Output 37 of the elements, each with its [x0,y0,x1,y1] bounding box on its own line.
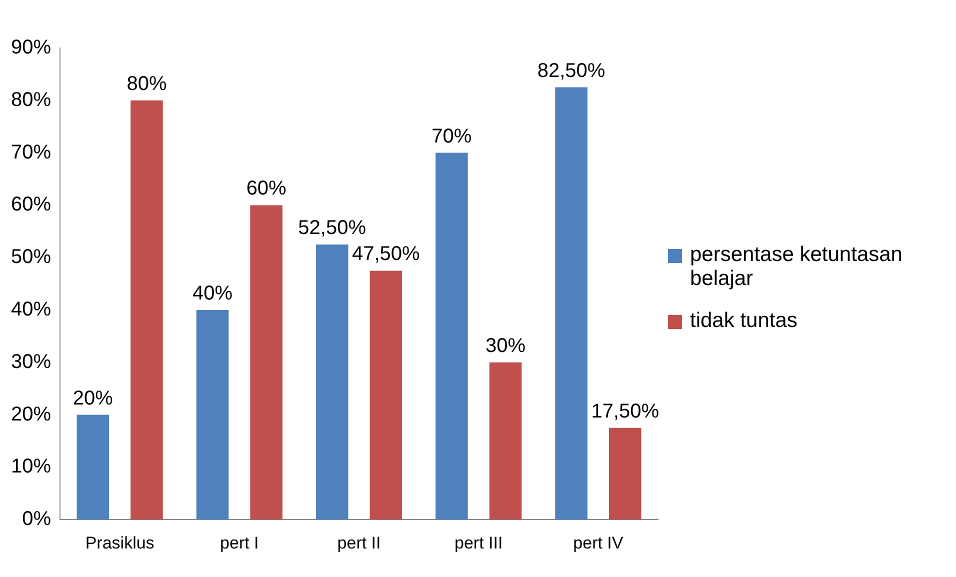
y-tick-label: 10% [11,456,52,478]
x-tick-label: pert I [220,533,259,552]
y-tick-label: 80% [11,88,52,111]
data-label: 82,50% [537,60,606,82]
data-label: 30% [486,334,526,357]
data-label: 47,50% [352,243,420,266]
bar [250,205,282,520]
x-tick-label: Prasiklus [85,533,154,552]
bar [316,244,348,520]
bar [76,414,110,520]
y-tick-label: 40% [11,298,52,321]
data-label: 20% [72,387,114,410]
y-tick-label: 50% [11,246,52,268]
bar [196,310,229,520]
x-tick-label: pert IV [573,533,624,552]
data-label: 40% [192,282,233,305]
legend-label: persentase ketuntasan belajar [690,243,904,291]
y-tick-label: 60% [11,194,52,216]
y-tick-label: 30% [11,350,52,373]
y-tick-label: 20% [11,403,52,426]
x-tick-label: pert III [454,533,503,552]
y-tick-label: 90% [11,36,52,59]
legend-label: tidak tuntas [690,309,798,333]
x-tick-label: pert II [337,533,381,552]
bar [130,100,163,520]
bar [436,152,468,520]
bar [370,270,402,520]
y-tick-label: 70% [11,141,52,164]
data-label: 17,50% [591,400,660,422]
bar [608,428,642,520]
data-label: 80% [126,72,167,95]
data-label: 52,50% [298,217,366,240]
data-label: 70% [432,125,472,148]
bar [555,87,588,520]
y-tick-label: 0% [22,508,52,530]
bar [489,362,522,520]
data-label: 60% [246,178,287,200]
